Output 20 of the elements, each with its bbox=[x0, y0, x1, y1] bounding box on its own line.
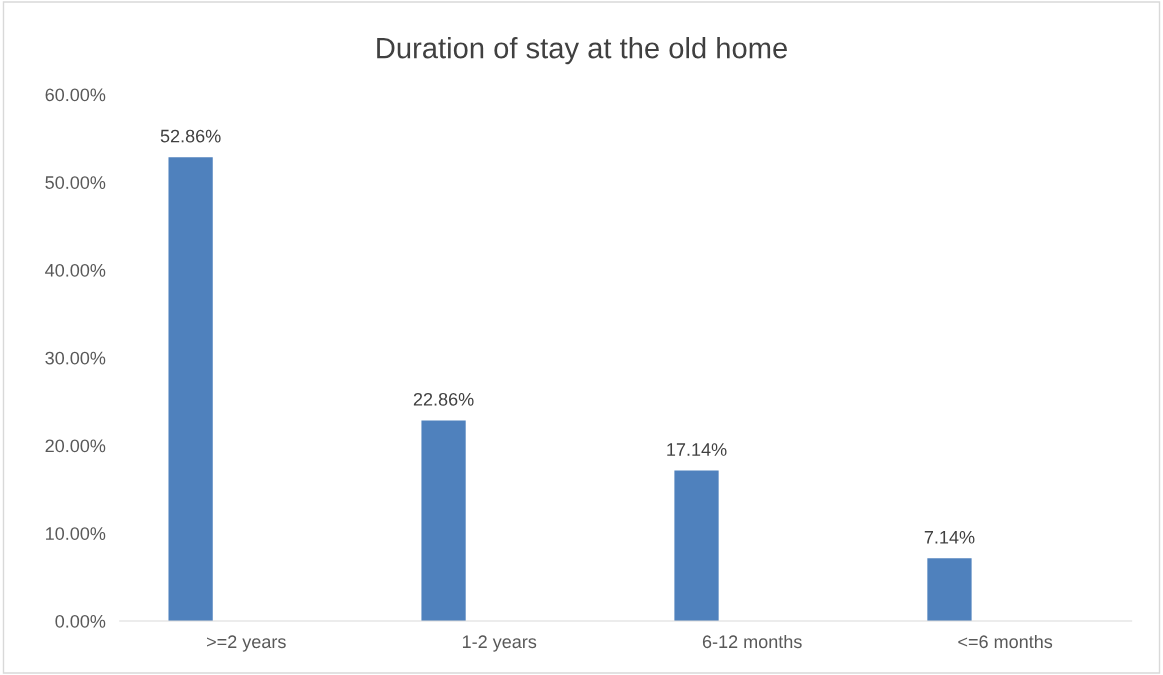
y-tick-label: 30.00% bbox=[45, 351, 106, 365]
bar bbox=[674, 470, 719, 621]
bar bbox=[168, 157, 213, 621]
bar bbox=[927, 558, 972, 621]
y-tick-label: 60.00% bbox=[45, 88, 106, 102]
bar bbox=[421, 420, 466, 621]
y-tick-label: 0.00% bbox=[55, 614, 106, 628]
y-tick-label: 10.00% bbox=[46, 527, 106, 540]
data-label: 7.14% bbox=[924, 530, 975, 544]
data-label: 52.86% bbox=[160, 129, 221, 143]
data-label: 22.86% bbox=[413, 392, 474, 406]
x-tick-label: 1-2 years bbox=[462, 635, 537, 652]
x-tick-label: <=6 months bbox=[958, 634, 1053, 649]
x-tick-label: >=2 years bbox=[207, 635, 286, 652]
data-label: 17.14% bbox=[667, 443, 727, 456]
chart-title: Duration of stay at the old home bbox=[377, 37, 787, 65]
y-tick-label: 40.00% bbox=[45, 263, 106, 277]
x-tick-label: 6-12 months bbox=[702, 634, 802, 649]
y-tick-label: 50.00% bbox=[45, 176, 106, 189]
y-tick-label: 20.00% bbox=[45, 439, 106, 453]
